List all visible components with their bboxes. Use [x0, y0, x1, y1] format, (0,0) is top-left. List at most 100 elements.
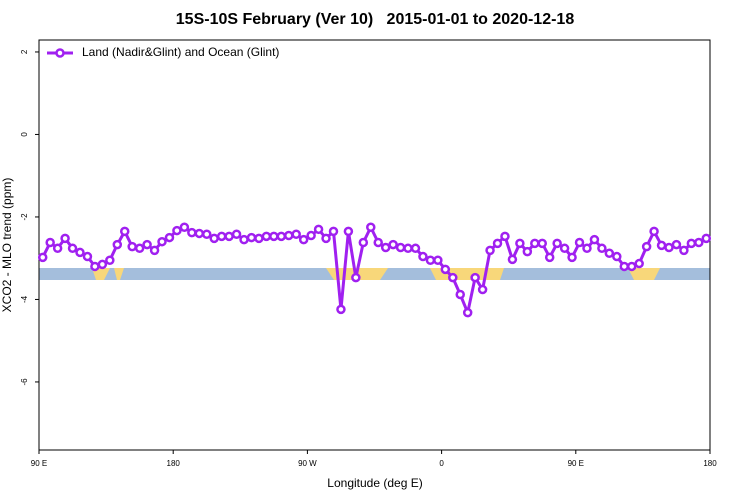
data-point: [418, 251, 428, 262]
plot-frame: [38, 39, 711, 451]
data-point: [589, 234, 600, 245]
data-point: [134, 243, 145, 254]
data-point: [321, 233, 331, 244]
y-tick-label: 2: [20, 49, 29, 54]
data-point: [515, 238, 525, 249]
data-point: [395, 242, 406, 253]
data-point: [619, 261, 630, 272]
data-point: [440, 264, 451, 275]
data-point: [612, 251, 622, 262]
y-tick-label: -4: [20, 295, 29, 303]
x-tick-label: 90 E: [31, 459, 47, 468]
data-point: [313, 224, 324, 235]
x-tick-label: 0: [439, 459, 444, 468]
data-point: [119, 226, 130, 237]
data-point: [202, 229, 212, 240]
data-point: [537, 238, 547, 249]
data-point: [179, 222, 190, 233]
data-point: [90, 261, 100, 272]
land-patch: [114, 268, 124, 280]
data-point: [105, 255, 115, 266]
data-point: [462, 307, 473, 318]
data-point: [261, 231, 272, 242]
y-tick-label: -2: [20, 213, 29, 221]
data-point: [552, 238, 562, 249]
data-point: [358, 237, 369, 248]
data-point: [686, 238, 697, 249]
data-point: [37, 252, 48, 263]
data-point: [448, 272, 458, 283]
data-point: [254, 233, 264, 244]
data-point: [149, 245, 160, 256]
data-point: [194, 228, 205, 239]
data-point: [597, 243, 607, 254]
data-point: [336, 304, 346, 315]
y-tick-label: 0: [20, 132, 29, 137]
data-point: [239, 234, 249, 245]
data-point: [60, 233, 70, 244]
data-point: [328, 226, 339, 237]
land-patch: [92, 268, 110, 280]
data-point: [45, 237, 55, 248]
data-point: [694, 237, 704, 248]
data-point: [269, 231, 279, 242]
data-point: [246, 232, 257, 243]
data-point: [492, 238, 503, 249]
data-point: [157, 236, 167, 247]
data-point: [97, 259, 108, 270]
data-point: [284, 230, 294, 241]
data-point: [477, 284, 488, 295]
data-point: [425, 255, 436, 266]
data-point: [485, 245, 495, 256]
y-axis-label: XCO2 - MLO trend (ppm): [0, 178, 14, 313]
data-point: [410, 243, 421, 254]
x-axis-label: Longitude (deg E): [327, 476, 422, 490]
data-point: [544, 252, 555, 263]
data-point: [366, 222, 376, 233]
legend-marker: [55, 48, 65, 58]
data-point: [664, 242, 674, 253]
data-point: [298, 234, 309, 245]
x-tick-label: 180: [167, 459, 181, 468]
data-point: [82, 251, 93, 262]
data-point: [187, 227, 197, 238]
data-point: [626, 261, 637, 272]
data-point: [701, 233, 712, 244]
data-point: [671, 239, 682, 250]
data-point: [224, 231, 234, 242]
data-point: [403, 243, 413, 254]
data-point: [231, 229, 242, 240]
data-point: [530, 238, 540, 249]
x-tick-label: 90 E: [568, 459, 584, 468]
data-point: [351, 272, 361, 283]
data-point: [455, 289, 465, 300]
data-point: [522, 246, 533, 257]
data-point: [164, 232, 175, 243]
data-point: [172, 225, 182, 236]
data-point: [500, 231, 510, 242]
data-point: [470, 272, 480, 283]
x-tick-label: 180: [703, 459, 717, 468]
data-point: [276, 231, 287, 242]
data-point: [649, 226, 659, 237]
legend-label: Land (Nadir&Glint) and Ocean (Glint): [82, 45, 279, 59]
data-point: [634, 258, 644, 269]
data-point: [604, 248, 615, 258]
data-point: [507, 254, 518, 265]
chart-title: 15S-10S February (Ver 10) 2015-01-01 to …: [176, 11, 575, 28]
data-point: [574, 237, 585, 248]
data-point: [559, 243, 570, 254]
data-point: [641, 241, 652, 252]
data-point: [75, 247, 85, 258]
data-point: [142, 239, 152, 250]
data-point: [306, 230, 316, 241]
data-point: [209, 233, 219, 244]
data-point: [127, 241, 137, 252]
data-point: [388, 239, 398, 250]
data-point: [582, 243, 592, 254]
data-point: [380, 242, 391, 253]
data-point: [433, 255, 443, 266]
land-ocean-band: [39, 268, 710, 280]
